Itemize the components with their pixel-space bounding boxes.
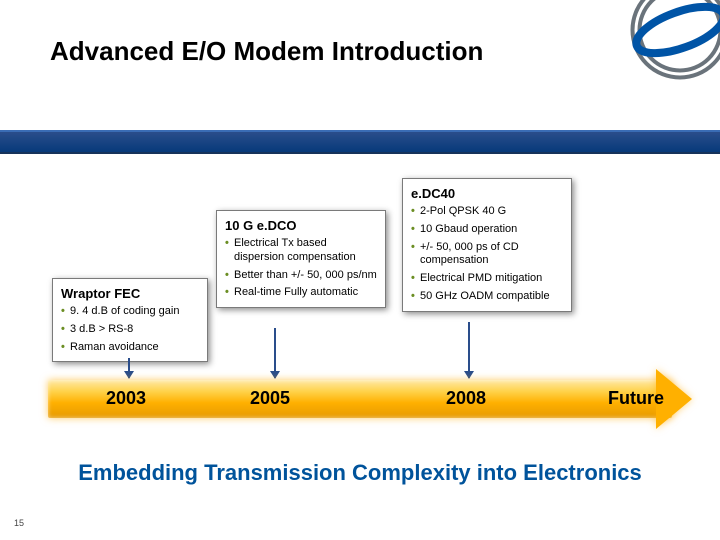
- slide: Advanced E/O Modem Introduction e.DC40 2…: [0, 0, 720, 540]
- bullet-list: 9. 4 d.B of coding gain 3 d.B > RS-8 Ram…: [61, 305, 199, 354]
- bullet-item: Electrical PMD mitigation: [411, 272, 563, 286]
- tagline-text: Embedding Transmission Complexity into E…: [0, 460, 720, 486]
- box-header-edco10g: 10 G e.DCO: [225, 218, 377, 233]
- bullet-item: 10 Gbaud operation: [411, 223, 563, 237]
- bullet-item: 50 GHz OADM compatible: [411, 290, 563, 304]
- box-header-wraptor: Wraptor FEC: [61, 286, 199, 301]
- company-logo: [600, 0, 720, 90]
- timeline-label: Future: [608, 388, 664, 409]
- connector-stem: [274, 328, 276, 378]
- connector-stem: [128, 358, 130, 378]
- bullet-list: Electrical Tx based dispersion compensat…: [225, 237, 377, 300]
- box-header-edc40: e.DC40: [411, 186, 563, 201]
- slide-title: Advanced E/O Modem Introduction: [50, 36, 483, 67]
- bullet-item: 3 d.B > RS-8: [61, 323, 199, 337]
- connector-stem: [468, 322, 470, 378]
- timeline-label: 2003: [106, 388, 146, 409]
- box-wraptor: Wraptor FEC 9. 4 d.B of coding gain 3 d.…: [52, 278, 208, 362]
- page-number: 15: [14, 518, 24, 528]
- bullet-item: +/- 50, 000 ps of CD compensation: [411, 241, 563, 269]
- bullet-list: 2-Pol QPSK 40 G 10 Gbaud operation +/- 5…: [411, 205, 563, 304]
- timeline-label: 2005: [250, 388, 290, 409]
- bullet-item: Raman avoidance: [61, 341, 199, 355]
- timeline-label: 2008: [446, 388, 486, 409]
- box-edco10g: 10 G e.DCO Electrical Tx based dispersio…: [216, 210, 386, 308]
- bullet-item: Electrical Tx based dispersion compensat…: [225, 237, 377, 265]
- box-edc40: e.DC40 2-Pol QPSK 40 G 10 Gbaud operatio…: [402, 178, 572, 312]
- bullet-item: Real-time Fully automatic: [225, 286, 377, 300]
- bullet-item: 2-Pol QPSK 40 G: [411, 205, 563, 219]
- bullet-item: 9. 4 d.B of coding gain: [61, 305, 199, 319]
- divider-bar: [0, 130, 720, 154]
- bullet-item: Better than +/- 50, 000 ps/nm: [225, 269, 377, 283]
